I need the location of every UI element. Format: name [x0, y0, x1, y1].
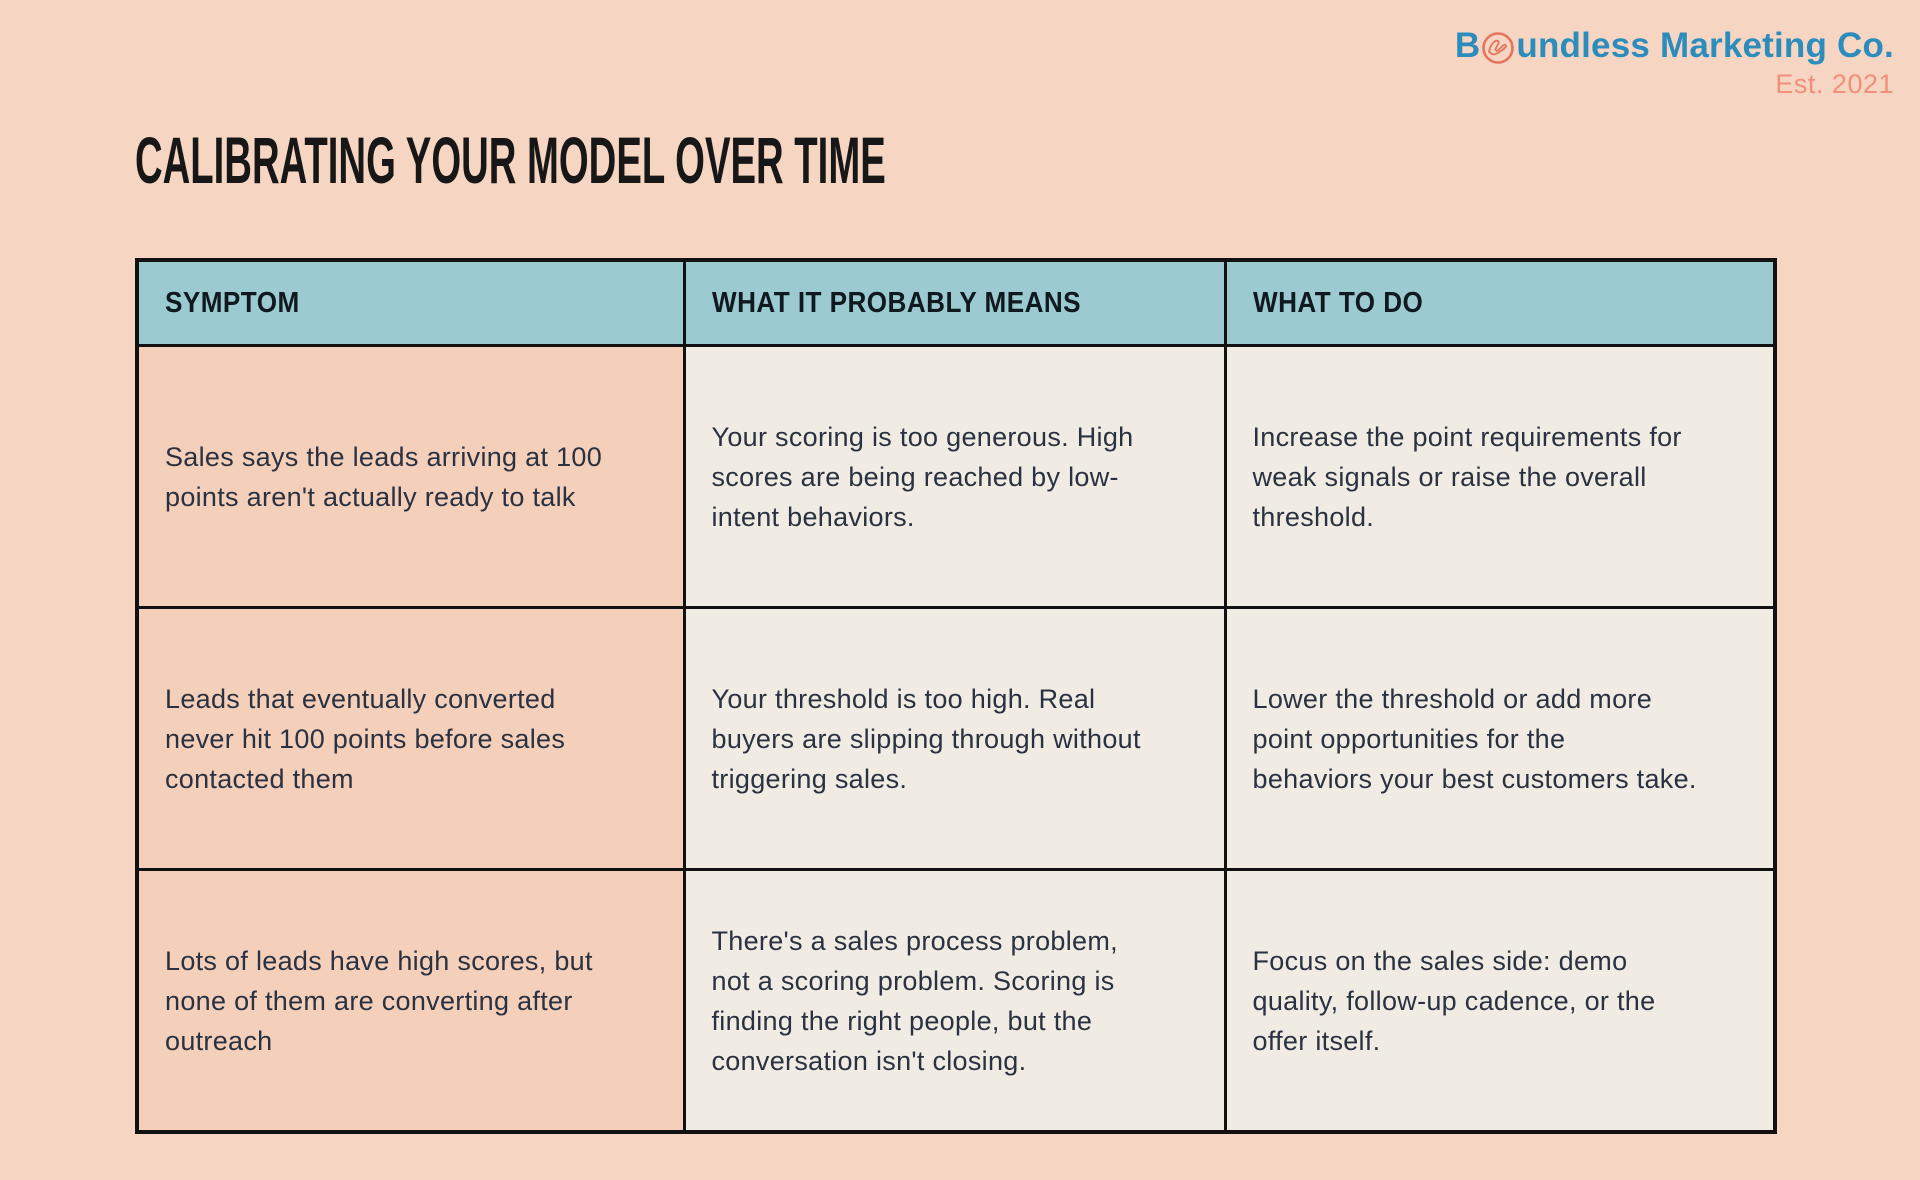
cell-symptom-3: Lots of leads have high scores, but none… [135, 868, 686, 1134]
table-row: Sales says the leads arriving at 100 poi… [135, 344, 1777, 609]
cell-action-3: Focus on the sales side: demo quality, f… [1223, 868, 1777, 1134]
cell-symptom-1: Sales says the leads arriving at 100 poi… [135, 344, 686, 609]
page-title: CALIBRATING YOUR MODEL OVER TIME [135, 123, 886, 197]
cell-means-2: Your threshold is too high. Real buyers … [682, 606, 1227, 871]
column-header-action: WHAT TO DO [1223, 258, 1777, 347]
brand-logo: B undless Marketing Co. Est. 2021 [1455, 26, 1894, 100]
column-header-symptom: SYMPTOM [135, 258, 686, 347]
cell-action-2: Lower the threshold or add more point op… [1223, 606, 1777, 871]
scribble-circle-icon [1481, 31, 1515, 65]
cell-means-1: Your scoring is too generous. High score… [682, 344, 1227, 609]
brand-name: B undless Marketing Co. [1455, 26, 1894, 66]
calibration-table: SYMPTOM WHAT IT PROBABLY MEANS WHAT TO D… [135, 258, 1777, 1134]
cell-symptom-2: Leads that eventually converted never hi… [135, 606, 686, 871]
table-row: Leads that eventually converted never hi… [135, 606, 1777, 871]
header-row: SYMPTOM WHAT IT PROBABLY MEANS WHAT TO D… [135, 258, 1777, 347]
cell-action-1: Increase the point requirements for weak… [1223, 344, 1777, 609]
column-header-means: WHAT IT PROBABLY MEANS [682, 258, 1227, 347]
cell-means-3: There's a sales process problem, not a s… [682, 868, 1227, 1134]
brand-name-prefix: B [1454, 26, 1481, 65]
table-row: Lots of leads have high scores, but none… [135, 868, 1777, 1134]
established-label: Est. 2021 [1775, 69, 1894, 99]
brand-name-suffix: undless Marketing Co. [1516, 26, 1894, 65]
